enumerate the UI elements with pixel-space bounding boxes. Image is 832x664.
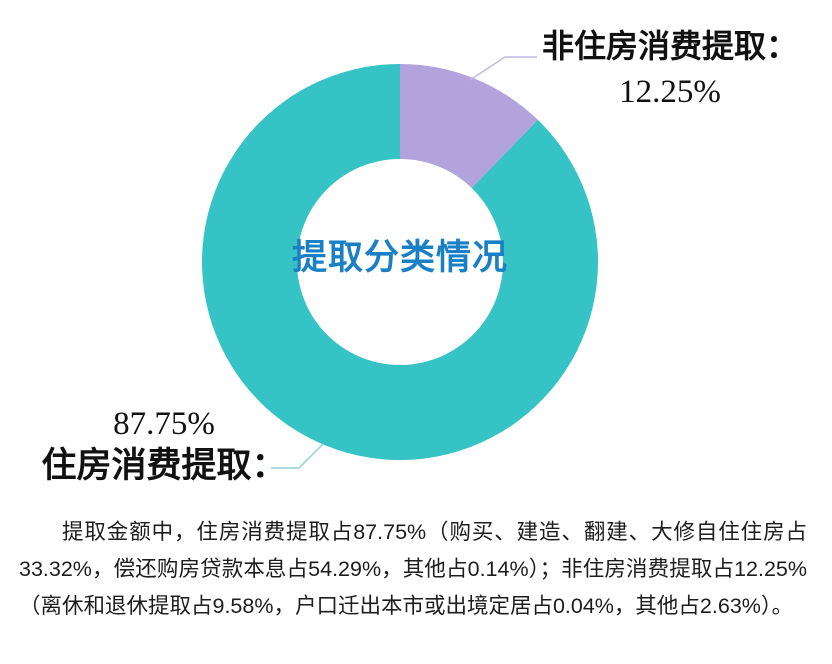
description-paragraph: 提取金额中，住房消费提取占87.75%（购买、建造、翻建、大修自住住房占33.3… (19, 520, 807, 618)
label-housing-value: 87.75% (113, 406, 215, 442)
donut-slice-0 (400, 64, 538, 189)
label-housing: 87.75% 住房消费提取： (16, 406, 312, 486)
label-non-housing: 非住房消费提取： 12.25% (538, 26, 802, 110)
leader-line-housing (271, 443, 324, 469)
donut-chart (202, 56, 599, 469)
label-housing-name: 住房消费提取： (41, 446, 287, 485)
chart-center-title: 提取分类情况 (291, 238, 508, 277)
leader-line-non-housing (469, 56, 537, 81)
label-non-housing-name: 非住房消费提取： (541, 28, 798, 64)
label-non-housing-value: 12.25% (619, 74, 721, 110)
donut-slice-1 (202, 64, 599, 461)
